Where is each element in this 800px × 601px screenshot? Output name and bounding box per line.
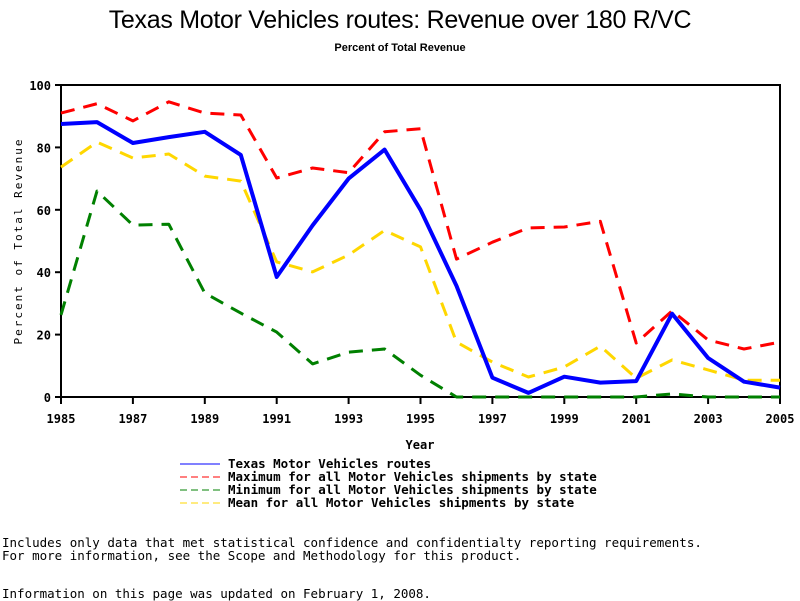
legend-label: Mean for all Motor Vehicles shipments by… <box>228 495 575 510</box>
series-line-2 <box>59 189 780 399</box>
x-axis-label: Year <box>406 438 435 452</box>
legend-label: Maximum for all Motor Vehicles shipments… <box>228 469 597 484</box>
footnote-updated: Information on this page was updated on … <box>2 586 431 601</box>
x-tick-label: 2005 <box>766 412 795 426</box>
legend-label: Minimum for all Motor Vehicles shipments… <box>228 482 597 497</box>
series-line-0 <box>60 120 781 395</box>
x-tick-label: 1993 <box>334 412 363 426</box>
x-tick-label: 1985 <box>47 412 76 426</box>
x-tick-label: 1999 <box>550 412 579 426</box>
x-tick-label: 1987 <box>118 412 147 426</box>
x-tick-label: 1997 <box>478 412 507 426</box>
y-tick-label: 0 <box>44 391 51 405</box>
y-axis-label: Percent of Total Revenue <box>12 138 25 345</box>
y-tick-label: 40 <box>37 266 51 280</box>
x-tick-label: 1995 <box>406 412 435 426</box>
x-tick-label: 1991 <box>262 412 291 426</box>
legend-label: Texas Motor Vehicles routes <box>228 456 431 471</box>
y-tick-label: 80 <box>37 141 51 155</box>
axes: 0 20 40 60 80 100 1985 1987 1989 1991 1993 1995 1997… <box>29 79 794 426</box>
y-tick-label: 100 <box>29 79 51 93</box>
plot-frame <box>60 84 781 398</box>
chart-title: Texas Motor Vehicles routes: Revenue ove… <box>108 6 692 34</box>
y-tick-label: 60 <box>37 204 51 218</box>
series-line-3 <box>60 140 780 382</box>
x-tick-label: 2003 <box>694 412 723 426</box>
x-tick-label: 2001 <box>622 412 651 426</box>
footnote-methodology: For more information, see the Scope and … <box>2 548 522 563</box>
footnote-confidence: Includes only data that met statistical … <box>2 535 702 550</box>
y-tick-label: 20 <box>37 329 51 343</box>
series-layer <box>59 100 781 399</box>
x-tick-label: 1989 <box>190 412 219 426</box>
chart-subtitle: Percent of Total Revenue <box>334 42 466 54</box>
